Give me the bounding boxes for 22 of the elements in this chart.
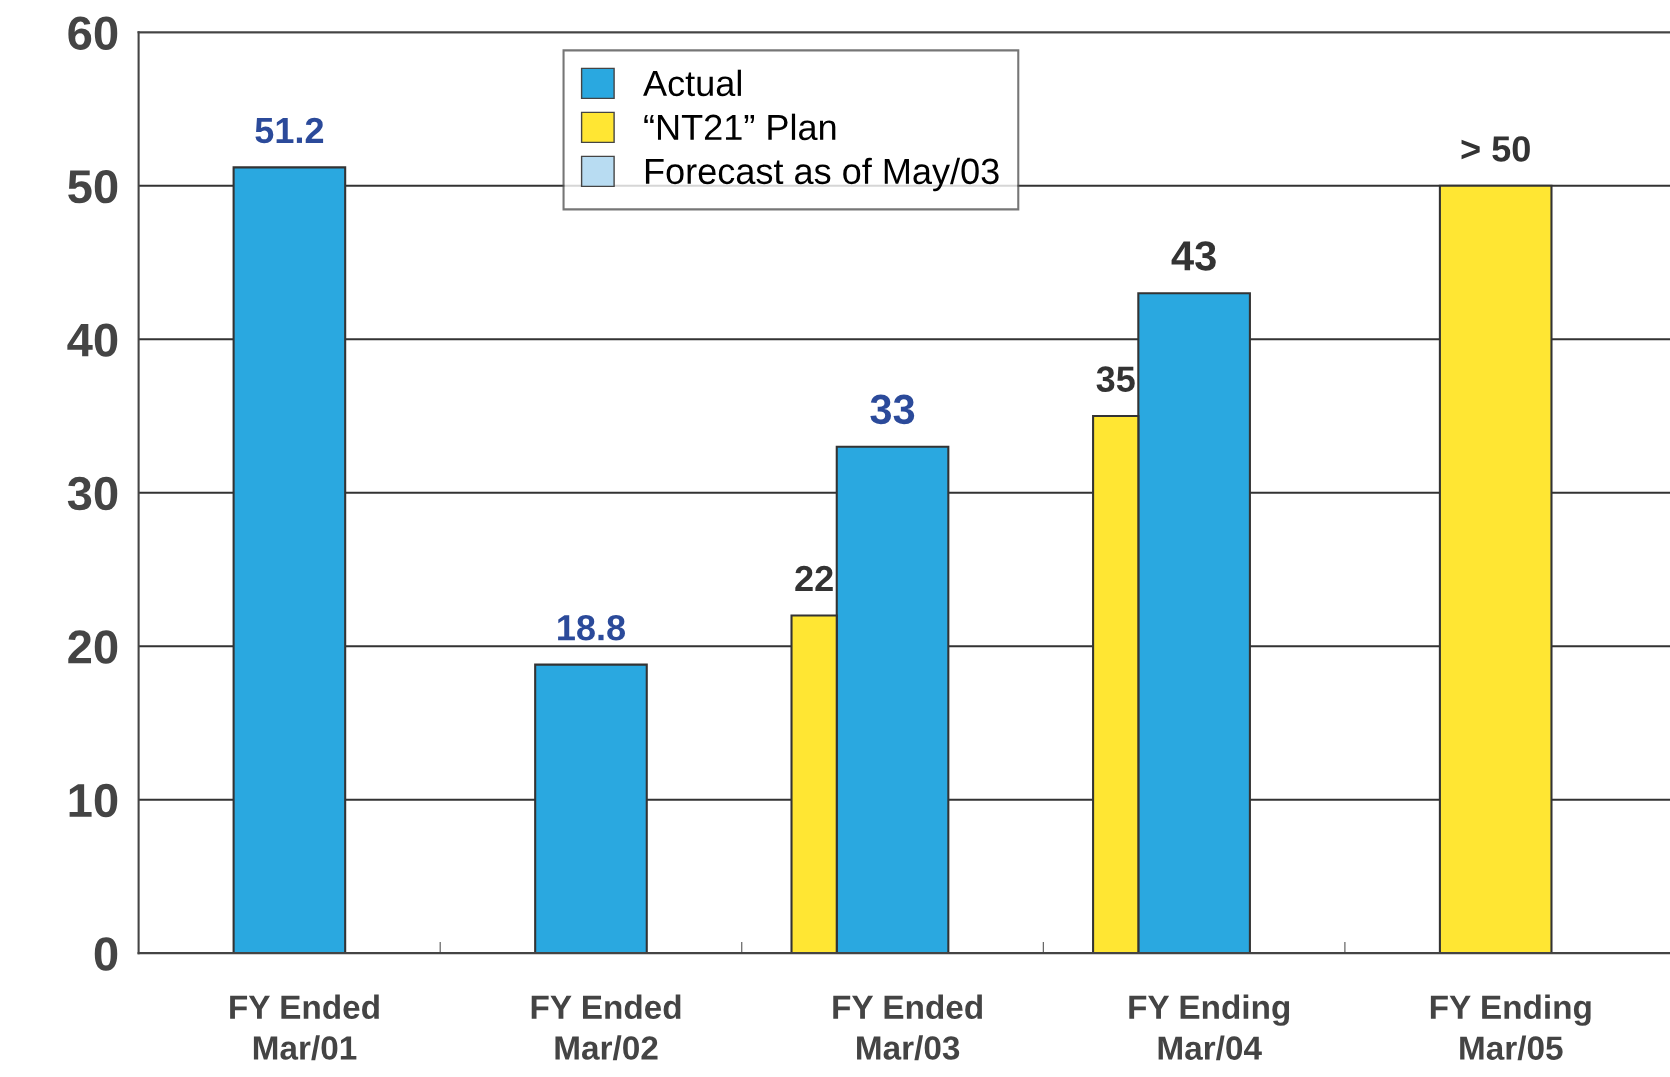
y-tick-label: 10 [69,783,118,818]
data-label: 35 [1096,366,1135,392]
legend-label: Forecast as of May/03 [645,157,999,192]
x-tick-label: FY Ended Mar/01 [230,994,379,1061]
legend-label: “NT21” Plan [644,113,836,141]
legend-label: Actual [643,69,741,97]
data-label: 43 [1171,241,1216,271]
y-tick-label: 60 [68,16,118,50]
x-tick-label: FY Ending Mar/05 [1430,994,1591,1061]
y-tick-label: 20 [68,630,118,664]
data-label: 22 [795,565,833,592]
data-label: 51.2 [255,117,324,144]
y-tick-label: 40 [67,323,118,357]
x-tick-label: FY Ending Mar/04 [1129,994,1290,1061]
y-tick-label: 50 [68,169,118,204]
y-tick-label: 0 [94,937,118,971]
y-tick-label: 30 [67,476,118,511]
x-tick-label: FY Ended Mar/03 [833,994,982,1061]
x-tick-label: FY Ended Mar/02 [531,994,681,1061]
data-label: 33 [870,394,915,425]
data-label: > 50 [1461,136,1530,162]
data-label: 18.8 [558,614,626,641]
